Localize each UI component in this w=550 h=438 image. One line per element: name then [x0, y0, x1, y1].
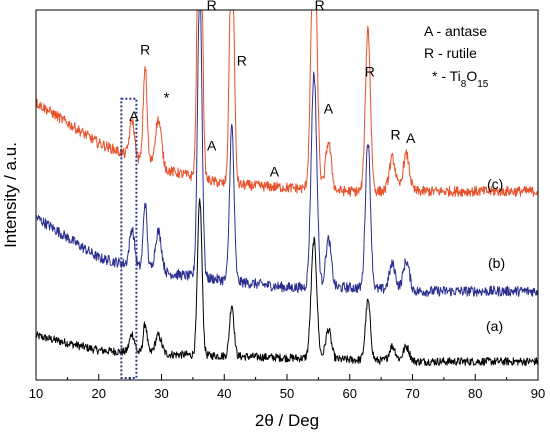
legend-text: O — [466, 68, 477, 84]
series-line — [35, 9, 539, 197]
peak-annotation: A — [207, 138, 217, 154]
series-layer — [35, 9, 539, 367]
legend-key: R — [424, 45, 434, 61]
legend-text: - Ti — [437, 68, 460, 84]
peak-annotation: A — [270, 164, 280, 180]
x-tick-label: 40 — [217, 386, 231, 401]
legend-text: - rutile — [434, 45, 477, 61]
x-axis-label: 2θ / Deg — [255, 411, 319, 430]
legend-subscript: 15 — [477, 79, 489, 90]
peak-annotation: R — [140, 41, 150, 57]
x-tick-label: 70 — [405, 386, 419, 401]
peak-annotation: R — [315, 0, 325, 13]
x-tick-label: 60 — [343, 386, 357, 401]
peak-annotation: A — [129, 108, 139, 124]
legend-entry: * - Ti8O15 — [432, 68, 489, 90]
peak-annotation: R — [390, 127, 400, 143]
series-line — [35, 198, 539, 367]
legend-entry: A - antase — [424, 23, 487, 39]
highlight-box — [120, 97, 138, 380]
legend-key: A — [424, 23, 434, 39]
x-tick-label: 90 — [531, 386, 545, 401]
legend: A - antase R - rutile * - Ti8O15 — [424, 23, 489, 90]
series-label: (a) — [486, 318, 503, 334]
x-tick-label: 80 — [468, 386, 482, 401]
peak-annotation: R — [365, 64, 375, 80]
legend-entry: R - rutile — [424, 45, 477, 61]
y-axis-label: Intensity / a.u. — [1, 142, 20, 248]
series-line — [35, 9, 539, 297]
peak-annotation: * — [164, 90, 170, 107]
x-tick-label: 50 — [280, 386, 294, 401]
series-label: (c) — [487, 176, 503, 192]
peak-annotation: A — [406, 130, 416, 146]
peak-annotation: R — [237, 53, 247, 69]
legend-subscript: 8 — [461, 79, 467, 90]
x-tick-layer: 10 20 30 40 50 60 70 80 90 — [29, 374, 545, 401]
series-label-layer: (a) (b) (c) — [486, 176, 505, 334]
highlight-box-layer — [120, 97, 138, 380]
x-tick-label: 10 — [29, 386, 43, 401]
legend-text: - antase — [433, 23, 488, 39]
x-tick-label: 20 — [92, 386, 106, 401]
peak-annotation: A — [324, 101, 334, 117]
x-tick-label: 30 — [154, 386, 168, 401]
series-label: (b) — [488, 255, 505, 271]
legend-key: * — [432, 68, 438, 84]
peak-annotation: R — [207, 0, 217, 13]
